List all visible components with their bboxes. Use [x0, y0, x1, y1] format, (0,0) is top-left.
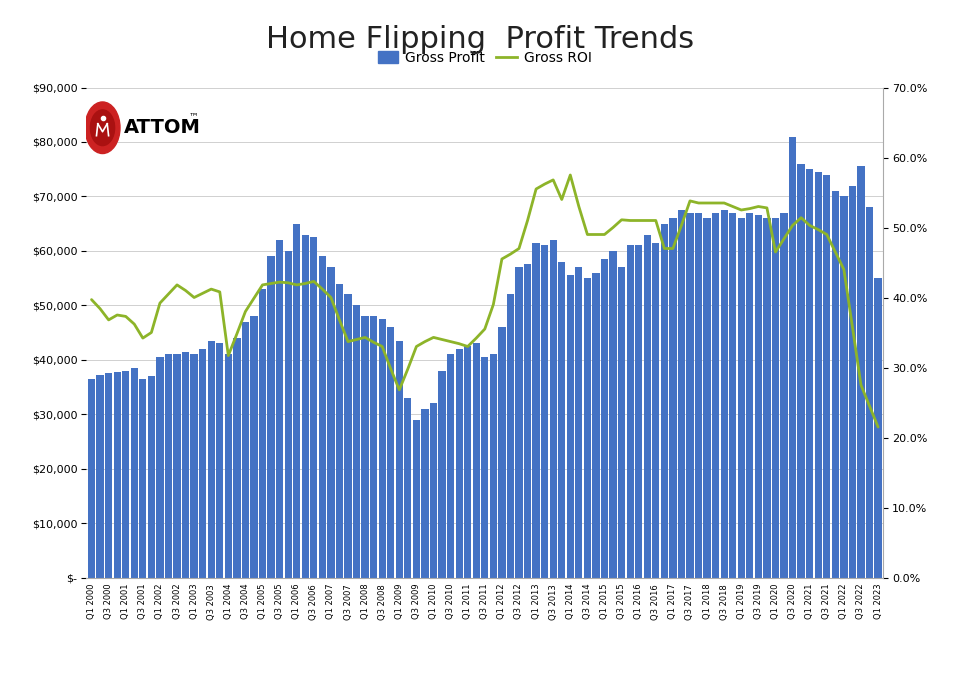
Bar: [421, 409, 428, 578]
Text: ATTOM: ATTOM: [124, 118, 201, 137]
Bar: [533, 243, 540, 578]
Bar: [566, 275, 574, 578]
Bar: [763, 218, 771, 577]
Bar: [737, 218, 745, 577]
Bar: [524, 265, 531, 578]
Bar: [721, 210, 728, 578]
Bar: [678, 210, 685, 578]
Bar: [242, 321, 249, 578]
Bar: [831, 191, 839, 578]
Bar: [336, 284, 343, 578]
Bar: [404, 398, 412, 578]
Bar: [182, 351, 189, 578]
Bar: [490, 354, 497, 578]
Bar: [362, 316, 369, 578]
Bar: [88, 379, 95, 578]
Bar: [319, 256, 326, 578]
Bar: [430, 403, 437, 578]
Bar: [584, 278, 591, 578]
Bar: [284, 251, 292, 578]
Circle shape: [90, 110, 114, 146]
Bar: [276, 240, 283, 578]
Bar: [636, 246, 642, 578]
Bar: [481, 357, 489, 578]
Bar: [746, 213, 754, 577]
Bar: [310, 237, 318, 578]
Legend: Gross Profit, Gross ROI: Gross Profit, Gross ROI: [372, 46, 597, 71]
Bar: [148, 376, 155, 578]
Bar: [268, 256, 275, 578]
Bar: [849, 186, 856, 578]
Bar: [652, 243, 660, 578]
Bar: [174, 354, 180, 578]
Bar: [447, 354, 454, 578]
Bar: [592, 272, 600, 578]
Bar: [643, 234, 651, 578]
Bar: [113, 372, 121, 578]
Bar: [823, 174, 830, 578]
Bar: [498, 327, 506, 578]
Bar: [875, 278, 881, 578]
Bar: [293, 223, 300, 578]
Bar: [139, 379, 147, 578]
Bar: [755, 216, 762, 577]
Bar: [601, 259, 608, 578]
Bar: [686, 213, 694, 577]
Bar: [396, 341, 403, 578]
Bar: [516, 267, 522, 578]
Bar: [165, 354, 172, 578]
Bar: [472, 344, 480, 578]
Bar: [575, 267, 583, 578]
Bar: [840, 197, 848, 578]
Bar: [729, 213, 736, 577]
Bar: [712, 213, 719, 577]
Bar: [660, 223, 668, 578]
Bar: [618, 267, 625, 578]
Bar: [815, 172, 822, 578]
Bar: [857, 167, 865, 578]
Bar: [789, 136, 796, 578]
Bar: [772, 218, 780, 577]
Bar: [866, 207, 874, 578]
Bar: [558, 262, 565, 578]
Bar: [190, 354, 198, 578]
Bar: [156, 357, 163, 578]
Bar: [507, 295, 515, 578]
Bar: [216, 344, 224, 578]
Bar: [131, 368, 138, 578]
Bar: [806, 169, 813, 578]
Bar: [541, 246, 548, 578]
Bar: [233, 338, 241, 578]
Bar: [464, 346, 471, 578]
Bar: [413, 419, 420, 578]
Bar: [780, 213, 787, 577]
Bar: [610, 251, 616, 578]
Bar: [345, 295, 351, 578]
Bar: [627, 246, 634, 578]
Bar: [301, 234, 309, 578]
Bar: [669, 218, 677, 577]
Bar: [327, 267, 334, 578]
Bar: [378, 319, 386, 578]
Bar: [798, 164, 804, 578]
Bar: [96, 375, 104, 578]
Bar: [549, 240, 557, 578]
Bar: [207, 341, 215, 578]
Bar: [225, 354, 232, 578]
Bar: [370, 316, 377, 578]
Bar: [695, 213, 702, 577]
Text: ™: ™: [188, 111, 199, 121]
Bar: [439, 370, 445, 578]
Bar: [199, 349, 206, 578]
Text: Home Flipping  Profit Trends: Home Flipping Profit Trends: [266, 25, 694, 53]
Bar: [122, 370, 130, 578]
Bar: [251, 316, 257, 578]
Bar: [105, 373, 112, 578]
Bar: [259, 289, 266, 578]
Bar: [353, 305, 360, 578]
Circle shape: [85, 102, 120, 153]
Bar: [455, 349, 463, 578]
Bar: [704, 218, 710, 577]
Bar: [387, 327, 395, 578]
